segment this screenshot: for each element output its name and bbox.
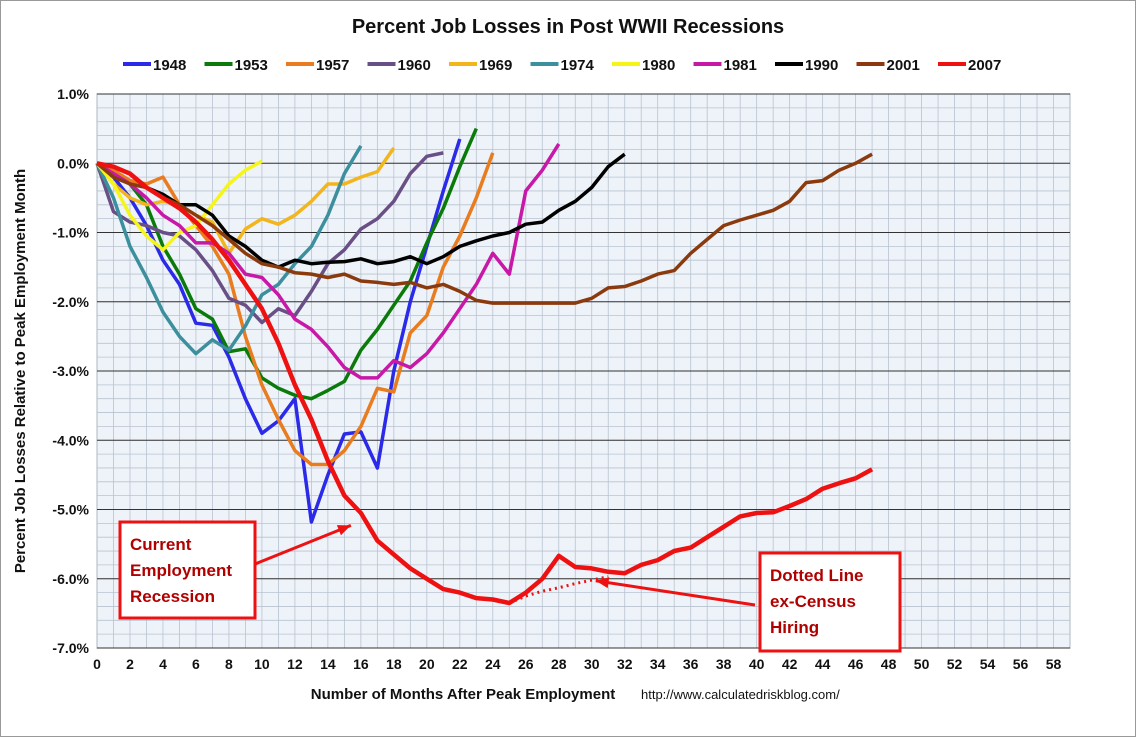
arrowhead-icon	[595, 577, 610, 589]
y-tick-label: -5.0%	[52, 502, 89, 518]
series-line-2007	[96, 161, 874, 606]
x-tick-label: 42	[782, 656, 798, 672]
x-tick-label: 28	[551, 656, 567, 672]
chart-title: Percent Job Losses in Post WWII Recessio…	[352, 16, 784, 38]
x-tick-label: 52	[947, 656, 963, 672]
x-tick-label: 38	[716, 656, 732, 672]
legend-item-1990: 1990	[775, 57, 838, 74]
x-tick-label: 2	[126, 656, 134, 672]
y-tick-label: 1.0%	[57, 86, 89, 102]
x-tick-label: 6	[192, 656, 200, 672]
annotation-text: Dotted Line	[770, 566, 864, 585]
annotation-arrow	[595, 579, 756, 607]
legend-item-1960: 1960	[367, 57, 431, 74]
series-line-1981	[96, 142, 561, 380]
annotation-text: Current	[130, 535, 192, 554]
arrowhead-icon	[336, 525, 351, 536]
x-tick-label: 54	[980, 656, 996, 672]
x-tick-label: 8	[225, 656, 233, 672]
legend-label: 1957	[316, 57, 349, 74]
x-tick-label: 56	[1013, 656, 1029, 672]
x-tick-label: 16	[353, 656, 369, 672]
y-tick-label: -6.0%	[52, 571, 89, 587]
legend-label: 1974	[561, 57, 595, 74]
x-tick-label: 20	[419, 656, 435, 672]
x-tick-label: 14	[320, 656, 336, 672]
annotation-arrow	[254, 523, 352, 566]
legend-label: 2001	[887, 57, 920, 74]
annotation-text: Recession	[130, 587, 215, 606]
x-tick-label: 30	[584, 656, 600, 672]
x-tick-label: 26	[518, 656, 534, 672]
legend: 1948 1953 1957 1960 1969 1974 1980 1981 1990 2001…	[123, 57, 1001, 74]
x-tick-label: 18	[386, 656, 402, 672]
legend-item-1957: 1957	[286, 57, 349, 74]
series-line-2001	[95, 152, 873, 305]
legend-label: 1969	[479, 57, 512, 74]
x-tick-label: 12	[287, 656, 303, 672]
series-line-1980	[95, 159, 263, 252]
x-tick-label: 40	[749, 656, 765, 672]
legend-item-2001: 2001	[856, 57, 920, 74]
y-tick-label: -7.0%	[52, 640, 89, 656]
x-tick-label: 34	[650, 656, 666, 672]
annotation-box: Dotted Line ex-Census Hiring	[595, 551, 902, 653]
series-line-1953	[96, 127, 478, 401]
series-line-1974	[95, 145, 363, 356]
dotted-series-line	[508, 575, 609, 605]
annotation-text: Hiring	[770, 618, 819, 637]
legend-label: 1960	[398, 57, 431, 74]
legend-item-1981: 1981	[693, 57, 757, 74]
series-line-1969	[95, 147, 396, 256]
annotation-border	[118, 520, 257, 620]
x-tick-label: 4	[159, 656, 167, 672]
legend-item-2007: 2007	[938, 57, 1001, 74]
series-line-1957	[96, 152, 495, 467]
legend-item-1980: 1980	[612, 57, 675, 74]
legend-item-1969: 1969	[449, 57, 512, 74]
x-tick-label: 32	[617, 656, 633, 672]
x-tick-label: 58	[1046, 656, 1062, 672]
x-tick-label: 0	[93, 656, 101, 672]
x-tick-label: 22	[452, 656, 468, 672]
annotation-box: Current Employment Recession	[118, 520, 352, 620]
x-tick-label: 10	[254, 656, 270, 672]
source-url: http://www.calculatedriskblog.com/	[641, 687, 840, 702]
x-tick-label: 48	[881, 656, 897, 672]
series-line-1960	[95, 151, 444, 325]
x-axis-label: Number of Months After Peak Employment	[311, 686, 615, 703]
annotation-text: ex-Census	[770, 592, 856, 611]
legend-item-1974: 1974	[530, 57, 595, 74]
legend-label: 1948	[153, 57, 186, 74]
legend-item-1953: 1953	[204, 57, 268, 74]
plot-area: 1.0% 0.0% -1.0% -2.0% -3.0% -4.0% -5.0% -6.0% -7…	[52, 86, 1071, 672]
annotation-border	[758, 551, 902, 653]
x-tick-label: 24	[485, 656, 501, 672]
legend-item-1948: 1948	[123, 57, 186, 74]
x-tick-label: 46	[848, 656, 864, 672]
legend-label: 2007	[968, 57, 1001, 74]
series-line-1990	[96, 152, 626, 269]
legend-label: 1953	[235, 57, 268, 74]
annotation-text: Employment	[130, 561, 232, 580]
legend-label: 1990	[805, 57, 838, 74]
y-tick-label: -2.0%	[52, 294, 89, 310]
y-tick-label: -4.0%	[52, 432, 89, 448]
x-tick-label: 44	[815, 656, 831, 672]
y-tick-label: -1.0%	[52, 225, 89, 241]
y-tick-label: -3.0%	[52, 363, 89, 379]
x-tick-label: 36	[683, 656, 699, 672]
y-tick-label: 0.0%	[57, 155, 89, 171]
x-tick-label: 50	[914, 656, 930, 672]
y-axis-label: Percent Job Losses Relative to Peak Empl…	[12, 169, 29, 573]
legend-label: 1980	[642, 57, 675, 74]
legend-label: 1981	[724, 57, 757, 74]
